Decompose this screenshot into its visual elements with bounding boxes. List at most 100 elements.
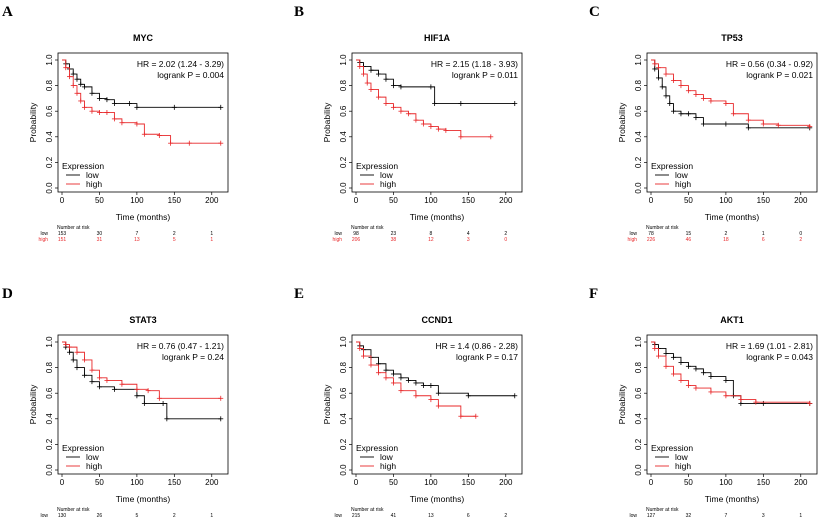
- x-tick-label: 50: [95, 478, 104, 487]
- y-tick-label: 0.6: [339, 105, 348, 117]
- x-tick-label: 50: [684, 478, 693, 487]
- at-risk-value-low: 127: [647, 513, 656, 519]
- y-tick-label: 0.0: [339, 464, 348, 476]
- at-risk-value-low: 7: [724, 513, 727, 519]
- x-tick-label: 150: [462, 478, 476, 487]
- logrank-annotation: logrank P = 0.043: [746, 352, 813, 362]
- y-tick-label: 0.0: [45, 464, 54, 476]
- at-risk-value-high: 226: [647, 237, 656, 243]
- y-tick-label: 0.8: [634, 79, 643, 91]
- logrank-annotation: logrank P = 0.011: [452, 70, 518, 80]
- x-tick-label: 200: [794, 196, 808, 205]
- legend-title: Expression: [356, 443, 398, 453]
- at-risk-value-low: 2: [724, 231, 727, 237]
- y-tick-label: 1.0: [45, 54, 54, 66]
- chart-title: STAT3: [129, 315, 156, 325]
- y-tick-label: 0.8: [634, 361, 643, 373]
- at-risk-row-label-low: low: [40, 513, 48, 519]
- y-tick-label: 0.0: [45, 182, 54, 194]
- y-tick-label: 0.4: [45, 413, 54, 425]
- chart-title: CCND1: [421, 315, 452, 325]
- at-risk-value-high: 31: [97, 237, 103, 243]
- at-risk-value-high: 206: [352, 237, 361, 243]
- y-tick-label: 1.0: [634, 336, 643, 348]
- at-risk-row-label-low: low: [334, 231, 342, 237]
- x-tick-label: 100: [424, 196, 438, 205]
- panel-e: E CCND1 0.0 0.2 0.4 0.6 0.8 1.0 0 50 100 150 200 Time…: [294, 286, 523, 519]
- x-tick-label: 50: [389, 196, 398, 205]
- y-tick-label: 0.8: [339, 361, 348, 373]
- at-risk-value-high: 2: [799, 237, 802, 243]
- hr-annotation: HR = 1.69 (1.01 - 2.81): [726, 341, 813, 351]
- y-tick-label: 0.4: [339, 131, 348, 143]
- at-risk-value-low: 5: [135, 513, 138, 519]
- y-tick-label: 0.2: [634, 438, 643, 450]
- legend-label-high: high: [86, 461, 102, 471]
- hr-annotation: HR = 2.02 (1.24 - 3.29): [137, 59, 224, 69]
- at-risk-value-high: 6: [762, 237, 765, 243]
- y-tick-label: 0.6: [45, 105, 54, 117]
- x-tick-label: 150: [168, 196, 182, 205]
- x-tick-label: 100: [719, 478, 733, 487]
- y-axis-label: Probability: [322, 384, 332, 424]
- plot-frame: [646, 52, 818, 193]
- at-risk-value-low: 98: [353, 231, 359, 237]
- x-axis-label: Time (months): [705, 212, 760, 222]
- y-tick-label: 0.8: [45, 79, 54, 91]
- at-risk-value-low: 13: [428, 513, 434, 519]
- y-tick-label: 0.2: [339, 438, 348, 450]
- legend-title: Expression: [62, 443, 104, 453]
- chart-title: MYC: [133, 33, 154, 43]
- at-risk-label: Number at risk: [646, 507, 679, 513]
- y-axis-label: Probability: [28, 384, 38, 424]
- y-tick-label: 1.0: [634, 54, 643, 66]
- at-risk-value-high: 12: [428, 237, 434, 243]
- x-axis-label: Time (months): [116, 212, 171, 222]
- y-tick-label: 0.4: [339, 413, 348, 425]
- x-tick-label: 0: [354, 478, 359, 487]
- x-tick-label: 50: [389, 478, 398, 487]
- panel-d: D STAT3 0.0 0.2 0.4 0.6 0.8 1.0 0 50 100 150 200 Time…: [2, 286, 229, 519]
- y-axis-label: Probability: [322, 102, 332, 142]
- y-tick-label: 1.0: [45, 336, 54, 348]
- y-axis-label: Probability: [28, 102, 38, 142]
- at-risk-value-low: 1: [210, 231, 213, 237]
- plot-frame: [351, 334, 523, 475]
- x-tick-label: 0: [354, 196, 359, 205]
- at-risk-value-low: 7: [135, 231, 138, 237]
- legend-label-high: high: [380, 461, 396, 471]
- y-axis-label: Probability: [617, 384, 627, 424]
- y-tick-label: 0.4: [45, 131, 54, 143]
- legend-title: Expression: [62, 161, 104, 171]
- x-tick-label: 150: [168, 478, 182, 487]
- at-risk-label: Number at risk: [351, 507, 384, 513]
- hr-annotation: HR = 1.4 (0.86 - 2.28): [436, 341, 519, 351]
- legend-label-high: high: [675, 179, 691, 189]
- y-tick-label: 1.0: [339, 54, 348, 66]
- x-tick-label: 200: [499, 196, 513, 205]
- at-risk-value-low: 215: [352, 513, 361, 519]
- legend-label-low: low: [86, 452, 100, 462]
- at-risk-value-low: 2: [504, 513, 507, 519]
- panel-f: F AKT1 0.0 0.2 0.4 0.6 0.8 1.0 0 50 100 150 200 Time …: [589, 286, 818, 519]
- y-tick-label: 0.0: [634, 464, 643, 476]
- y-axis-label: Probability: [617, 102, 627, 142]
- hr-annotation: HR = 0.76 (0.47 - 1.21): [137, 341, 224, 351]
- x-axis-label: Time (months): [410, 212, 465, 222]
- x-tick-label: 50: [684, 196, 693, 205]
- y-tick-label: 0.0: [339, 182, 348, 194]
- hr-annotation: HR = 2.15 (1.18 - 3.93): [431, 59, 518, 69]
- y-tick-label: 1.0: [339, 336, 348, 348]
- panel-a: A MYC 0.0 0.2 0.4 0.6 0.8 1.0 0 50 100 150 200 Time (…: [2, 4, 229, 243]
- at-risk-value-high: 1: [210, 237, 213, 243]
- at-risk-value-low: 0: [799, 231, 802, 237]
- legend-label-low: low: [675, 452, 689, 462]
- at-risk-row-label-low: low: [629, 231, 637, 237]
- at-risk-value-low: 15: [686, 231, 692, 237]
- x-tick-label: 0: [60, 196, 65, 205]
- legend-label-low: low: [380, 170, 394, 180]
- x-axis-label: Time (months): [116, 494, 171, 504]
- at-risk-value-high: 18: [723, 237, 729, 243]
